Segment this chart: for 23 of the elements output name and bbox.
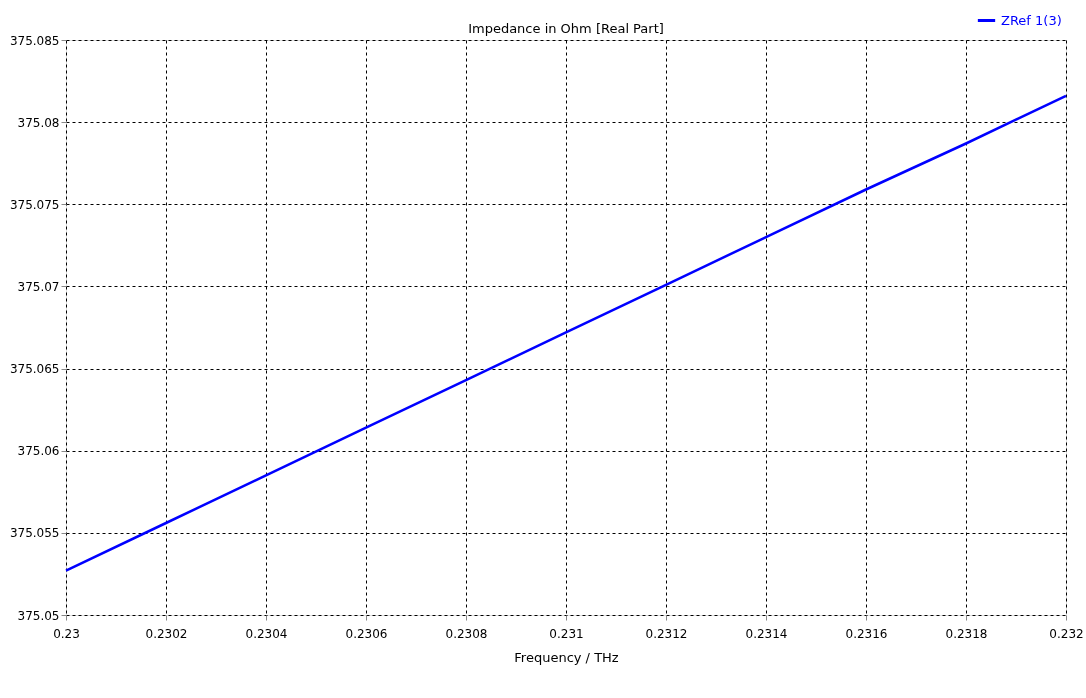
y-tick-label: 375.065 <box>9 362 60 377</box>
y-tick-label: 375.06 <box>17 444 60 459</box>
y-tick-label: 375.085 <box>9 33 60 48</box>
legend-label: ZRef 1(3) <box>1001 12 1062 28</box>
x-tick-label: 0.23 <box>53 626 80 641</box>
y-tick-label: 375.05 <box>17 608 60 623</box>
line-series <box>64 94 1068 572</box>
x-tick-label: 0.2314 <box>745 626 788 641</box>
x-tick-label: 0.231 <box>549 626 584 641</box>
x-tick-label: 0.2318 <box>945 626 988 641</box>
x-tick-label: 0.2302 <box>145 626 188 641</box>
x-tick-label: 0.2316 <box>845 626 888 641</box>
chart-title: Impedance in Ohm [Real Part] <box>468 21 664 36</box>
x-tick-label: 0.232 <box>1049 626 1084 641</box>
y-tick-label: 375.08 <box>17 115 60 130</box>
x-tick-label: 0.2308 <box>445 626 488 641</box>
y-tick-label: 375.075 <box>9 197 60 212</box>
x-axis-title: Frequency / THz <box>514 649 619 665</box>
y-tick-label: 375.07 <box>17 279 60 294</box>
x-tick-label: 0.2312 <box>645 626 688 641</box>
x-tick-label: 0.2304 <box>245 626 288 641</box>
x-tick-label: 0.2306 <box>345 626 388 641</box>
y-tick-label: 375.055 <box>9 526 60 541</box>
